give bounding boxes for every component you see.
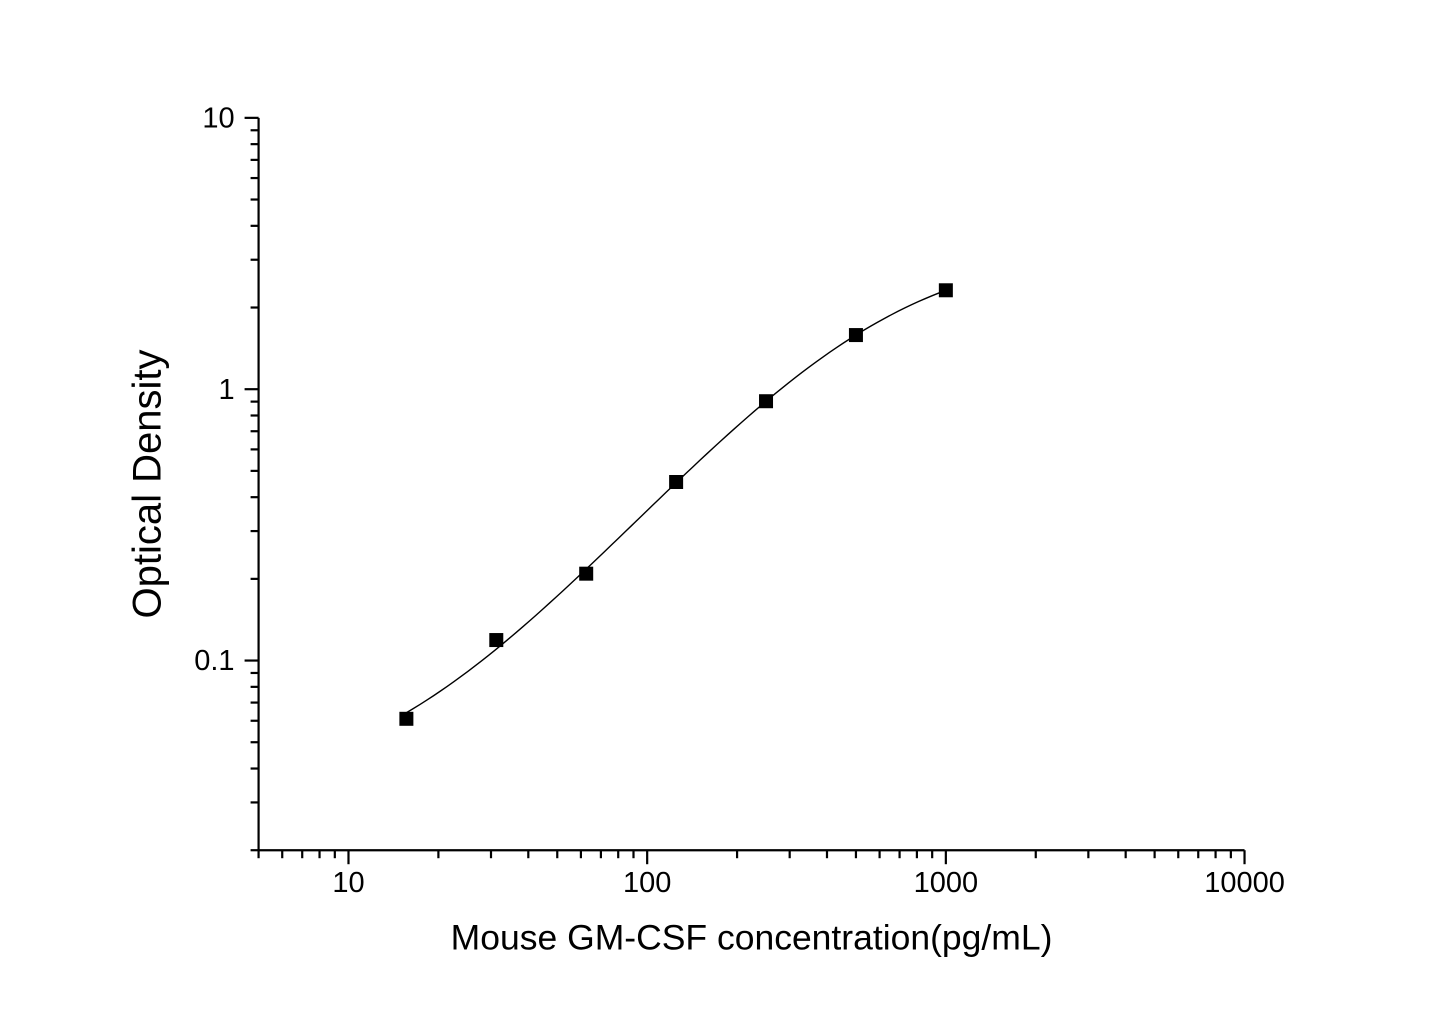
svg-text:1000: 1000	[914, 867, 979, 899]
svg-text:Optical Density: Optical Density	[126, 350, 170, 619]
svg-text:0.1: 0.1	[194, 645, 234, 677]
svg-text:10000: 10000	[1204, 867, 1285, 899]
svg-text:10: 10	[332, 867, 364, 899]
svg-text:10: 10	[202, 102, 234, 134]
svg-text:100: 100	[623, 867, 671, 899]
svg-text:1: 1	[218, 374, 234, 406]
svg-text:Mouse GM-CSF concentration(pg/: Mouse GM-CSF concentration(pg/mL)	[451, 918, 1053, 958]
